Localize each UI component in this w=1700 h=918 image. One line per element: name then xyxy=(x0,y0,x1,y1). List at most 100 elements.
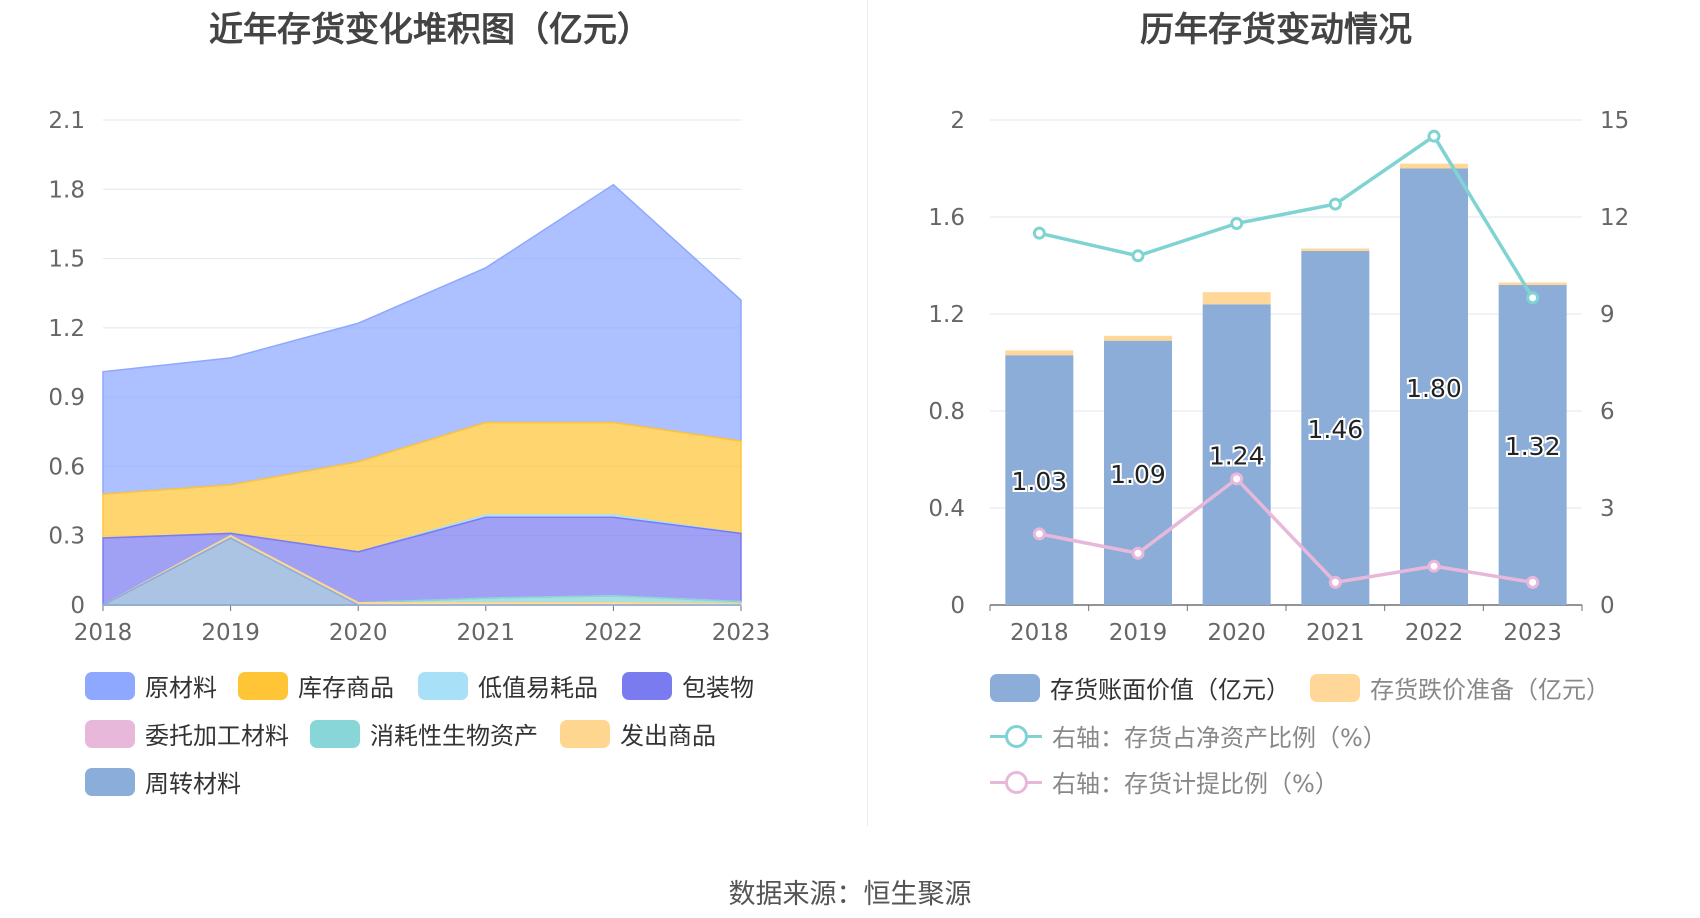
point-net-asset-ratio xyxy=(1131,249,1145,263)
right-x-tick-label: 2019 xyxy=(1109,620,1168,646)
bar-value-label: 1.09 xyxy=(1110,460,1166,489)
legend-label: 委托加工材料 xyxy=(145,722,289,750)
right-x-tick-label: 2020 xyxy=(1207,620,1266,646)
legend-item[interactable]: 右轴：存货计提比例（%） xyxy=(990,764,1339,799)
legend-item[interactable]: 存货跌价准备（亿元） xyxy=(1310,670,1610,705)
line-provision-ratio xyxy=(1038,476,1533,585)
bar-impairment-reserve xyxy=(1104,335,1172,341)
point-net-asset-ratio xyxy=(1230,216,1244,230)
left-y-tick-label: 2.1 xyxy=(48,108,85,134)
left-x-tick-label: 2023 xyxy=(712,620,771,646)
panel-divider xyxy=(867,0,868,826)
legend-swatch xyxy=(85,767,135,796)
left-y-tick-label: 1.2 xyxy=(48,316,85,342)
right-x-tick-label: 2018 xyxy=(1010,620,1069,646)
bar-book-value xyxy=(1498,284,1567,605)
left-y-tick-label: 0 xyxy=(70,593,85,619)
bar-impairment-reserve xyxy=(1005,350,1074,356)
legend-swatch xyxy=(622,671,672,700)
area-series-周转材料 xyxy=(102,537,741,606)
point-net-asset-ratio xyxy=(1427,129,1441,143)
legend-item[interactable]: 消耗性生物资产 xyxy=(310,716,538,751)
legend-item[interactable]: 包装物 xyxy=(622,668,754,703)
point-provision-ratio xyxy=(1526,575,1540,589)
left-y-tick-label: 0.3 xyxy=(48,524,85,550)
right-x-tick-label: 2022 xyxy=(1405,620,1464,646)
line-net-asset-ratio xyxy=(1038,133,1535,299)
bar-value-label: 1.46 xyxy=(1307,415,1363,444)
legend-label: 消耗性生物资产 xyxy=(370,722,538,750)
legend-label: 存货账面价值（亿元） xyxy=(1050,676,1290,704)
left-x-tick-label: 2022 xyxy=(584,620,643,646)
right-y-left-tick-label: 0.8 xyxy=(928,399,965,425)
legend-item[interactable]: 委托加工材料 xyxy=(85,716,289,751)
legend-swatch xyxy=(85,671,135,700)
right-y-right-tick-label: 0 xyxy=(1600,593,1615,619)
left-x-tick-label: 2018 xyxy=(74,620,133,646)
bar-impairment-reserve xyxy=(1202,292,1271,305)
right-y-right-tick-label: 3 xyxy=(1600,496,1615,522)
legend-swatch xyxy=(990,768,1042,796)
legend-swatch xyxy=(238,671,288,700)
left-x-tick-label: 2019 xyxy=(201,620,260,646)
bar-impairment-reserve xyxy=(1400,163,1468,169)
right-y-left-tick-label: 0 xyxy=(950,593,965,619)
right-y-right-tick-label: 9 xyxy=(1600,302,1615,328)
legend-item[interactable]: 存货账面价值（亿元） xyxy=(990,670,1290,705)
legend-label: 存货跌价准备（亿元） xyxy=(1370,676,1610,704)
right-y-left-tick-label: 0.4 xyxy=(928,496,965,522)
legend-label: 周转材料 xyxy=(145,770,241,798)
point-net-asset-ratio xyxy=(1032,226,1046,240)
bar-book-value xyxy=(1301,250,1370,605)
bar-impairment-reserve xyxy=(1301,248,1370,251)
legend-swatch xyxy=(85,719,135,748)
bar-book-value xyxy=(1005,355,1074,605)
point-provision-ratio xyxy=(1328,575,1342,589)
bar-value-label: 1.32 xyxy=(1505,432,1561,461)
legend-item[interactable]: 原材料 xyxy=(85,668,217,703)
legend-swatch xyxy=(1310,673,1360,702)
legend-label: 右轴：存货计提比例（%） xyxy=(1052,770,1339,798)
left-x-tick-label: 2020 xyxy=(329,620,388,646)
right-y-left-tick-label: 1.6 xyxy=(928,205,965,231)
bar-book-value xyxy=(1104,340,1172,605)
right-y-right-tick-label: 6 xyxy=(1600,399,1615,425)
data-source: 数据来源：恒生聚源 xyxy=(728,879,972,910)
point-net-asset-ratio xyxy=(1328,197,1342,211)
right-x-tick-label: 2021 xyxy=(1306,620,1365,646)
right-chart-title: 历年存货变动情况 xyxy=(1140,10,1412,50)
left-y-tick-label: 0.9 xyxy=(48,385,85,411)
bar-book-value xyxy=(1202,304,1271,605)
bar-value-label: 1.24 xyxy=(1209,442,1265,471)
legend-label: 库存商品 xyxy=(298,674,394,702)
point-provision-ratio xyxy=(1131,546,1145,560)
right-y-right-tick-label: 15 xyxy=(1600,108,1629,134)
left-y-tick-label: 1.5 xyxy=(48,247,85,273)
point-provision-ratio xyxy=(1230,472,1244,486)
point-provision-ratio xyxy=(1427,559,1441,573)
legend-label: 发出商品 xyxy=(620,722,716,750)
legend-swatch xyxy=(990,673,1040,702)
left-y-tick-label: 0.6 xyxy=(48,454,85,480)
bar-book-value xyxy=(1400,168,1468,605)
legend-swatch xyxy=(560,719,610,748)
legend-item[interactable]: 右轴：存货占净资产比例（%） xyxy=(990,718,1387,753)
point-provision-ratio xyxy=(1032,527,1046,541)
legend-item[interactable]: 低值易耗品 xyxy=(418,668,598,703)
legend-label: 低值易耗品 xyxy=(478,674,598,702)
legend-label: 右轴：存货占净资产比例（%） xyxy=(1052,724,1387,752)
legend-item[interactable]: 库存商品 xyxy=(238,668,394,703)
point-net-asset-ratio xyxy=(1526,291,1540,305)
left-x-tick-label: 2021 xyxy=(457,620,516,646)
legend-item[interactable]: 周转材料 xyxy=(85,764,241,799)
left-y-tick-label: 1.8 xyxy=(48,177,85,203)
bar-value-label: 1.03 xyxy=(1011,467,1067,496)
legend-label: 包装物 xyxy=(682,674,754,702)
right-y-left-tick-label: 2 xyxy=(950,108,965,134)
legend-swatch xyxy=(418,671,468,700)
bar-value-label: 1.80 xyxy=(1406,374,1462,403)
right-x-tick-label: 2023 xyxy=(1503,620,1562,646)
left-chart-title: 近年存货变化堆积图（亿元） xyxy=(209,10,651,50)
legend-item[interactable]: 发出商品 xyxy=(560,716,716,751)
